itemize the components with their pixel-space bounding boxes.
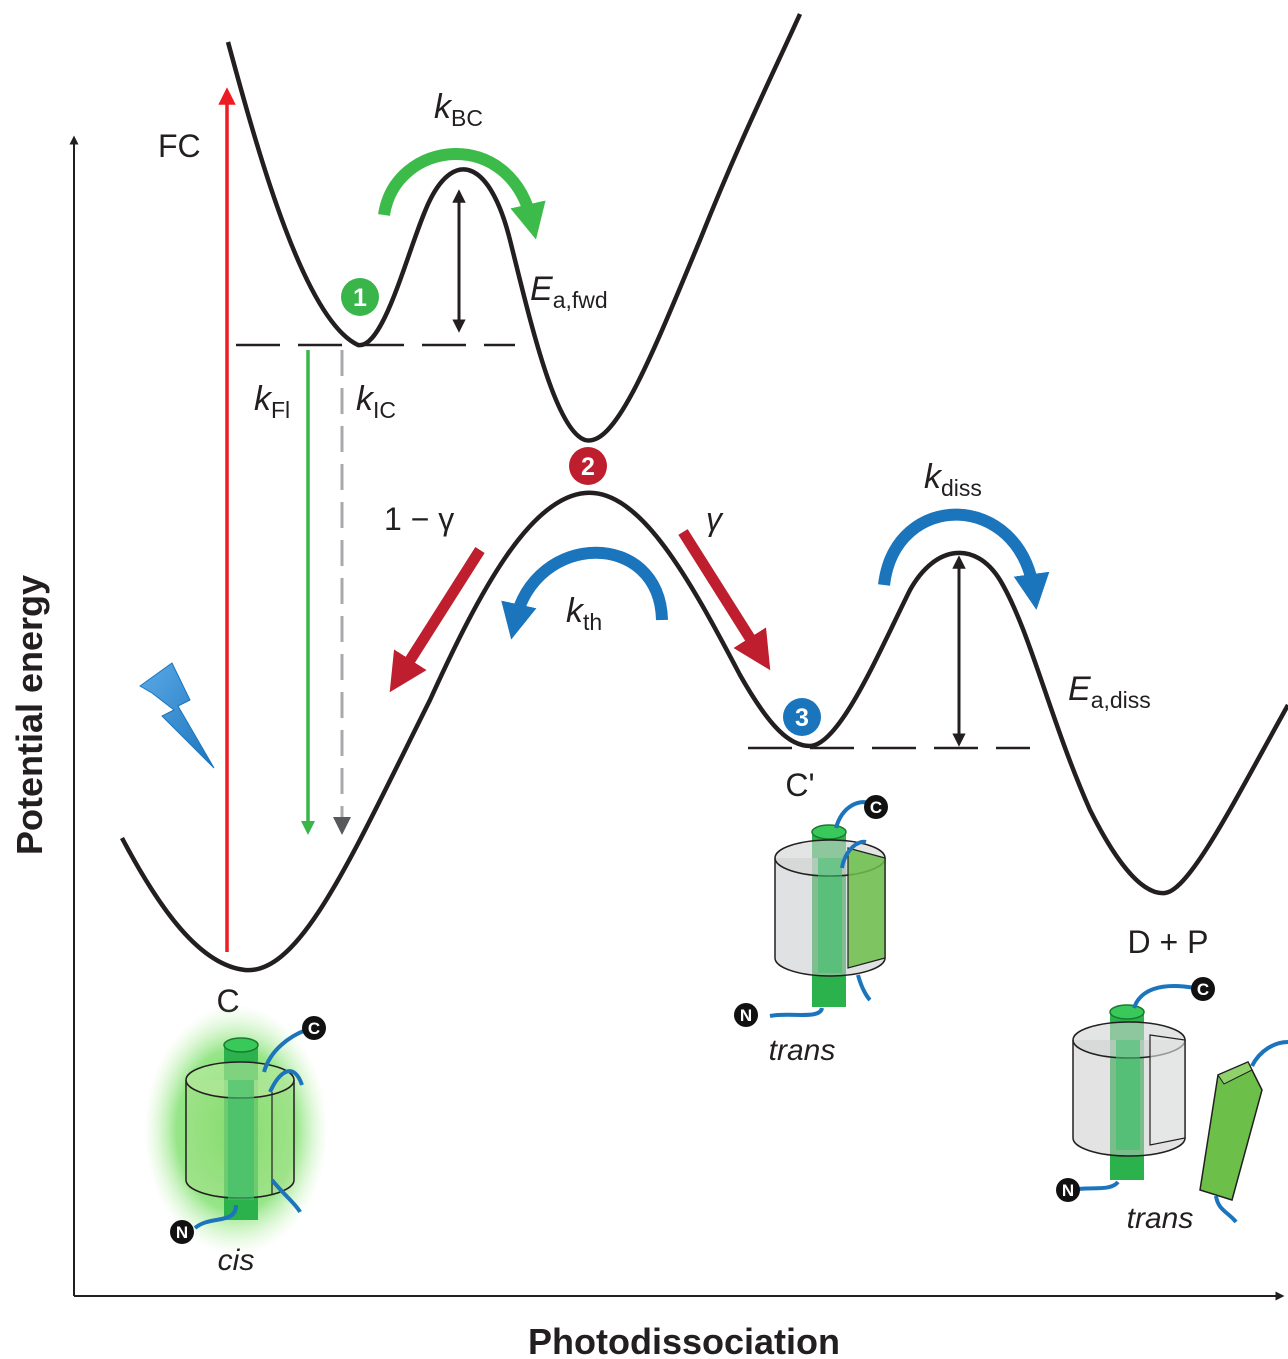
one-minus-gamma-arrow xyxy=(389,547,485,693)
state-dp-label: D + P xyxy=(1128,924,1209,960)
cis-label: cis xyxy=(218,1244,255,1277)
k-diss-label: kdiss xyxy=(924,458,982,501)
trans-protein-illustration-1: C N xyxy=(734,795,888,1027)
fc-label: FC xyxy=(158,128,201,164)
excited-state-curve xyxy=(225,13,803,443)
one-minus-gamma-label: 1 − γ xyxy=(384,501,454,537)
k-diss-curved-arrow xyxy=(878,508,1050,610)
svg-text:N: N xyxy=(740,1006,752,1025)
k-bc-label: kBC xyxy=(434,88,483,131)
k-fl-label: kFl xyxy=(254,380,290,423)
trans-label-2: trans xyxy=(1127,1202,1194,1235)
lightning-icon xyxy=(139,662,215,769)
svg-text:N: N xyxy=(176,1223,188,1242)
x-axis-label: Photodissociation xyxy=(528,1321,840,1359)
k-th-curved-arrow xyxy=(501,546,668,640)
ground-state-curve xyxy=(120,490,1288,973)
marker-3: 3 xyxy=(783,698,821,736)
svg-text:3: 3 xyxy=(795,704,809,732)
svg-text:C: C xyxy=(308,1019,320,1038)
svg-text:2: 2 xyxy=(581,453,595,481)
svg-text:C: C xyxy=(1197,980,1209,999)
axes: Photodissociation Potential energy xyxy=(9,135,1285,1359)
ea-diss-label: Ea,diss xyxy=(1068,670,1151,713)
state-c-prime-label: C' xyxy=(785,767,814,803)
gamma-arrow xyxy=(678,529,771,671)
cis-protein-illustration: C N xyxy=(144,1005,328,1255)
marker-1: 1 xyxy=(341,278,379,316)
ea-fwd-label: Ea,fwd xyxy=(530,270,608,313)
svg-text:C: C xyxy=(870,798,882,817)
y-axis-label: Potential energy xyxy=(9,575,50,855)
gamma-label: γ xyxy=(706,501,724,537)
k-bc-curved-arrow xyxy=(378,148,546,240)
k-th-label: kth xyxy=(566,592,602,635)
marker-2: 2 xyxy=(569,447,607,485)
trans-label-1: trans xyxy=(769,1034,836,1067)
k-ic-label: kIC xyxy=(356,380,396,423)
trans-protein-illustration-2: C N xyxy=(1056,977,1288,1224)
svg-text:N: N xyxy=(1062,1181,1074,1200)
svg-text:1: 1 xyxy=(353,284,367,312)
